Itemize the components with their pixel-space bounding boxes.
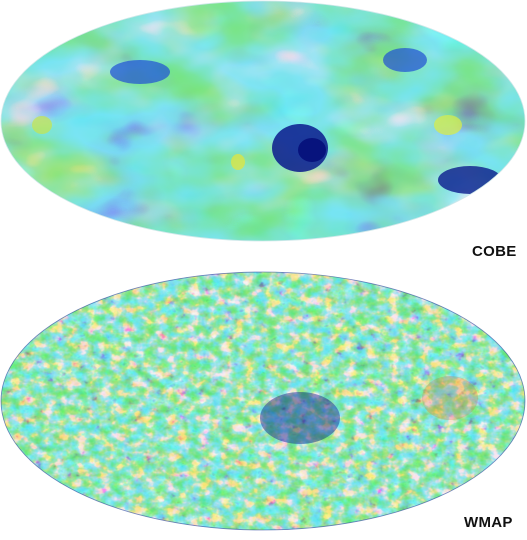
wmap-label: WMAP: [464, 514, 513, 531]
wmap-sky-map: [0, 271, 526, 531]
cobe-label: COBE: [472, 243, 517, 260]
cobe-sky-map: [0, 0, 526, 242]
